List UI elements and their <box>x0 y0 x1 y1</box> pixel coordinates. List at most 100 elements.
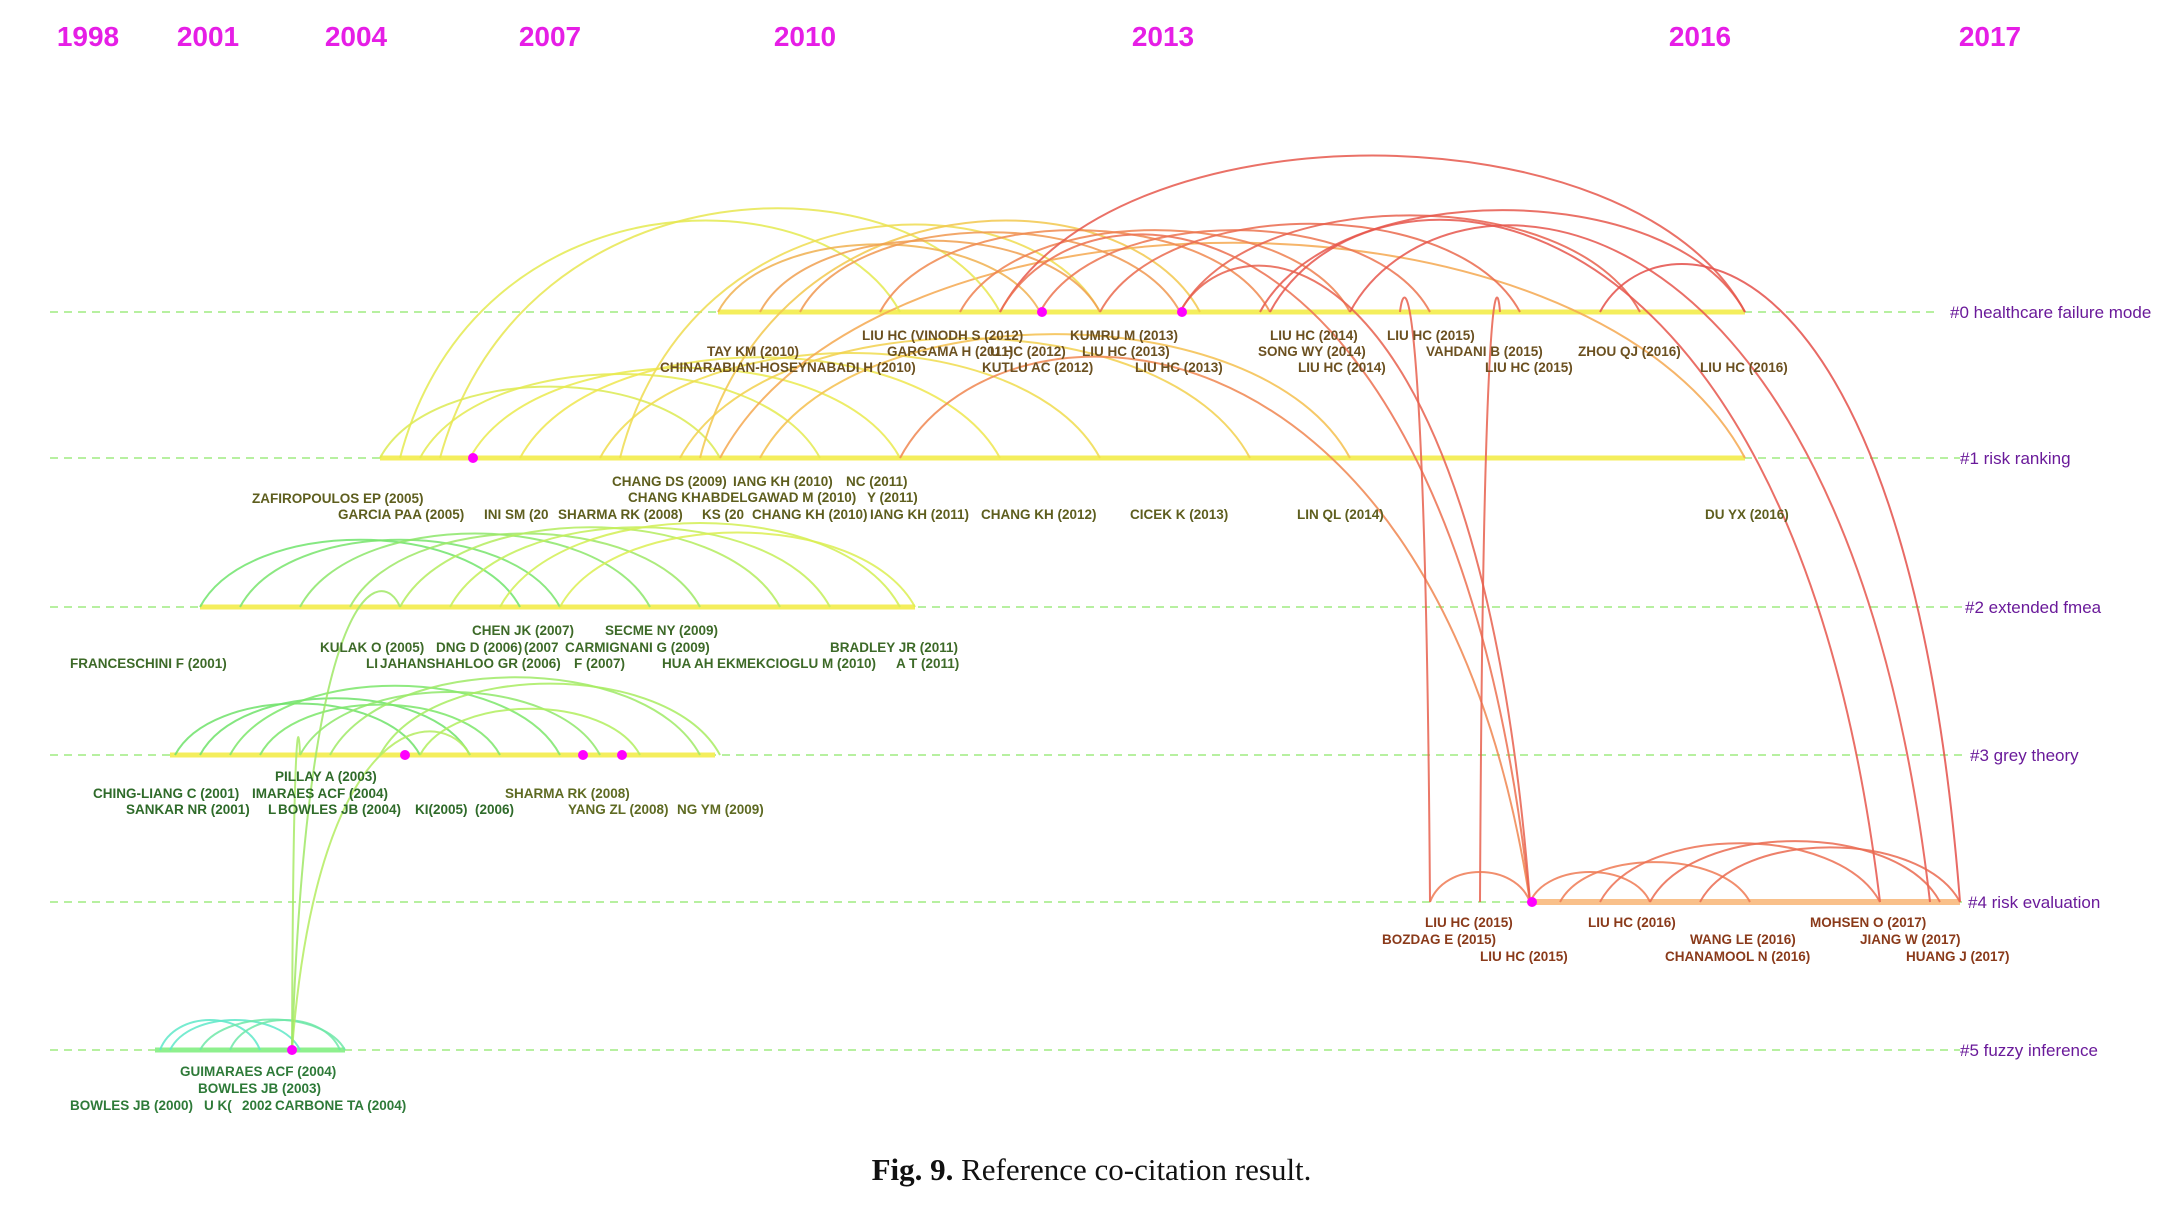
node-label: IANG KH (2010) <box>733 474 833 489</box>
burst-node <box>1527 897 1537 907</box>
citation-arc <box>1179 264 1531 903</box>
year-label: 2016 <box>1669 21 1731 52</box>
node-label: LIU HC (2016) <box>1700 360 1788 375</box>
burst-node <box>617 750 627 760</box>
node-label: U HC (2012) <box>990 344 1066 359</box>
burst-nodes <box>287 307 1537 1055</box>
citation-arcs <box>159 154 1961 1051</box>
node-label: HUANG J (2017) <box>1906 949 2010 964</box>
node-label: JAHANSHAHLOO GR (2006) <box>380 656 561 671</box>
citation-arc <box>199 1018 346 1051</box>
node-label: CHANG DS (2009) <box>612 474 727 489</box>
burst-node <box>468 453 478 463</box>
citation-arc <box>159 1019 261 1051</box>
node-label: BOWLES JB (2003) <box>198 1081 321 1096</box>
caption-label: Fig. 9. <box>871 1152 954 1187</box>
node-label: IANG KH (2011) <box>870 507 969 522</box>
citation-arc <box>1429 871 1531 903</box>
node-label: MOHSEN O (2017) <box>1810 915 1926 930</box>
node-label: ZAFIROPOULOS EP (2005) <box>252 491 424 506</box>
node-label: CHEN JK (2007) <box>472 623 574 638</box>
node-label: CARMIGNANI G (2009) <box>565 640 710 655</box>
node-label: GUIMARAES ACF (2004) <box>180 1064 336 1079</box>
citation-arc <box>299 532 651 608</box>
node-label: KI(2005) <box>415 802 468 817</box>
node-label: CARBONE TA (2004) <box>275 1098 406 1113</box>
node-label: LIU HC (2015) <box>1480 949 1568 964</box>
node-label: CHANG KH <box>628 490 701 505</box>
node-label: VAHDANI B (2015) <box>1426 344 1543 359</box>
citation-arc <box>291 590 401 1051</box>
node-label: BOZDAG E (2015) <box>1382 932 1496 947</box>
year-label: 1998 <box>57 21 119 52</box>
node-label: FRANCESCHINI F (2001) <box>70 656 227 671</box>
citation-arc <box>1559 861 1751 903</box>
citation-arc <box>229 684 561 756</box>
burst-node <box>400 750 410 760</box>
citation-arc <box>999 154 1746 313</box>
citation-arc <box>499 522 901 608</box>
citation-arc <box>799 231 1181 313</box>
node-label: DU YX (2016) <box>1705 507 1789 522</box>
node-label: SANKAR NR (2001) <box>126 802 250 817</box>
burst-node <box>1177 307 1187 317</box>
citation-arc <box>999 233 1531 903</box>
node-label: BOWLES JB (2004) <box>278 802 401 817</box>
citation-arc <box>519 356 1001 459</box>
node-label: CHANG KH (2012) <box>981 507 1097 522</box>
year-label: 2007 <box>519 21 581 52</box>
node-label: CHING-LIANG C (2001) <box>93 786 239 801</box>
citation-arc <box>299 691 601 756</box>
node-label: SHARMA RK (2008) <box>505 786 630 801</box>
node-label: INI SM (20 <box>484 507 549 522</box>
citation-arc <box>1179 214 1641 313</box>
node-label: 2002 <box>242 1098 272 1113</box>
node-label: LIU HC (VINODH S (2012) <box>862 328 1023 343</box>
node-label: ABDELGAWAD M (2010) <box>701 490 856 505</box>
citation-arc <box>419 707 641 756</box>
node-label: U K( <box>204 1098 232 1113</box>
citation-arc <box>559 531 916 608</box>
node-label: TAY KM (2010) <box>707 344 799 359</box>
node-label: NG YM (2009) <box>677 802 764 817</box>
citation-arc <box>1649 840 1941 903</box>
cluster-label-4: #4 risk evaluation <box>1968 893 2100 912</box>
node-label: BRADLEY JR (2011) <box>830 640 958 655</box>
node-label: LIU HC (2015) <box>1425 915 1513 930</box>
cluster-lanes: #0 healthcare failure mode #1 risk ranki… <box>50 303 2151 1060</box>
node-label: LI <box>366 656 378 671</box>
citation-arc <box>169 1019 301 1051</box>
node-label: CICEK K (2013) <box>1130 507 1228 522</box>
caption-text: Reference co-citation result. <box>961 1152 1312 1187</box>
node-label: HUA AH <box>662 656 714 671</box>
citation-arc <box>1269 218 1881 903</box>
citation-arc <box>379 682 721 756</box>
node-label: GARGAMA H (2011) <box>887 344 1013 359</box>
node-label: LIU HC (2015) <box>1387 328 1475 343</box>
citation-arc <box>619 223 1101 459</box>
year-label: 2004 <box>325 21 388 52</box>
citation-arc <box>1529 871 1651 903</box>
node-label: LIN QL (2014) <box>1297 507 1384 522</box>
node-label: SECME NY (2009) <box>605 623 718 638</box>
node-label: LIU HC (2016) <box>1588 915 1676 930</box>
burst-node <box>287 1045 297 1055</box>
citation-arc <box>329 676 701 756</box>
cluster-label-2: #2 extended fmea <box>1965 598 2102 617</box>
citation-arc <box>679 337 1251 459</box>
year-label: 2010 <box>774 21 836 52</box>
node-label: Y (2011) <box>867 490 918 505</box>
node-label: LIU HC (2013) <box>1082 344 1170 359</box>
node-label: KULAK O (2005) <box>320 640 424 655</box>
node-label: LIU HC (2014) <box>1270 328 1358 343</box>
citation-arc <box>959 229 1351 313</box>
node-label: SHARMA RK (2008) <box>558 507 683 522</box>
citation-arc <box>399 526 781 608</box>
citation-arc <box>1599 842 1881 903</box>
node-label: CHANAMOOL N (2016) <box>1665 949 1810 964</box>
node-label: GARCIA PAA (2005) <box>338 507 464 522</box>
burst-node <box>578 750 588 760</box>
cluster-label-1: #1 risk ranking <box>1960 449 2071 468</box>
node-label: SONG WY (2014) <box>1258 344 1366 359</box>
citation-arc <box>399 219 901 459</box>
